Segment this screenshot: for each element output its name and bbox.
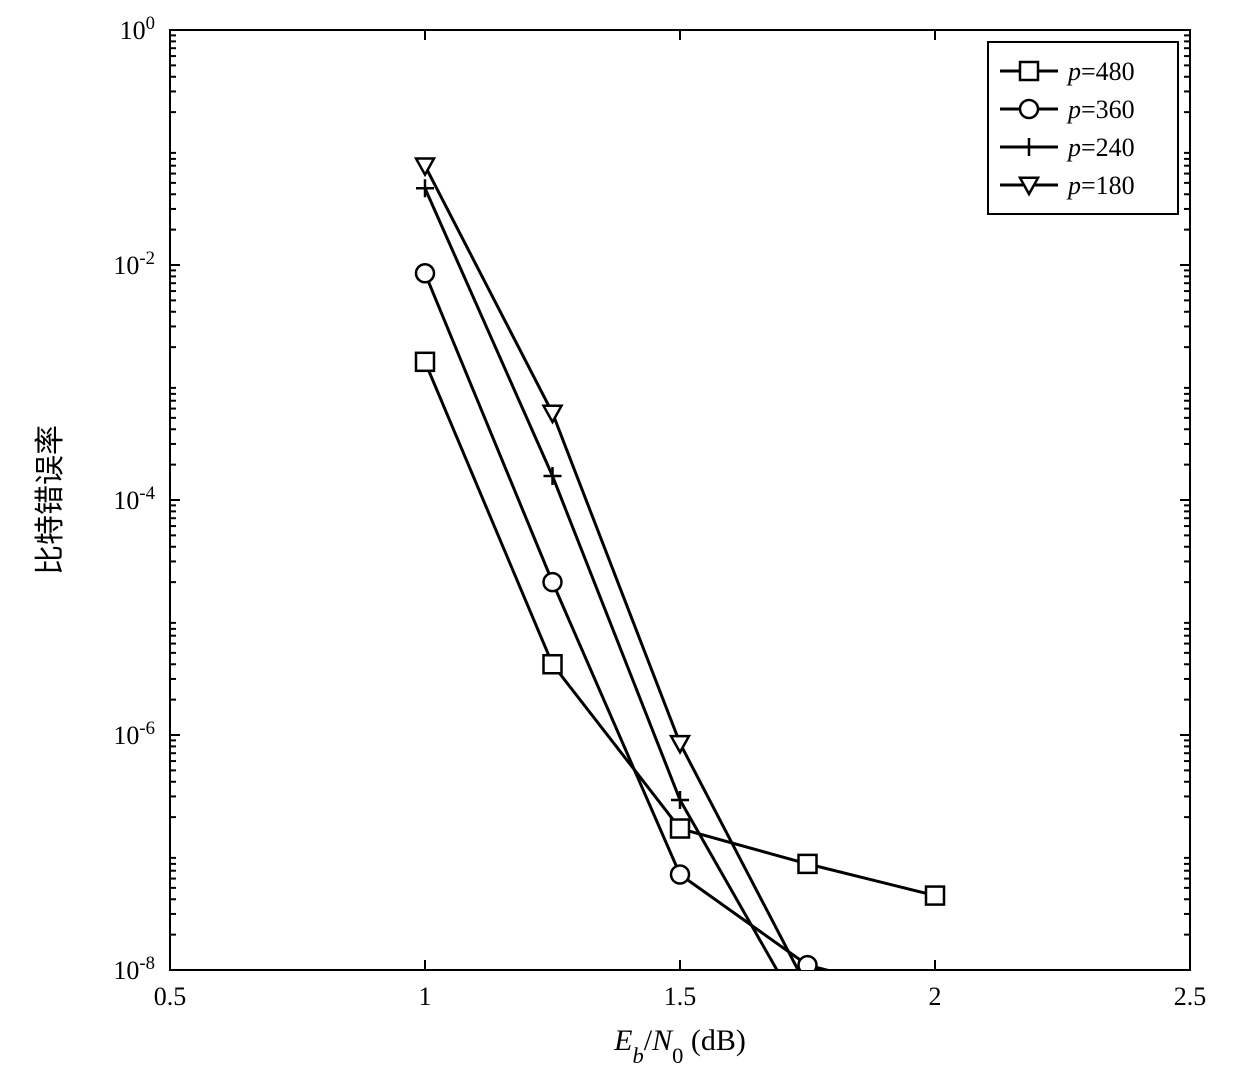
y-axis-label: 比特错误率: [34, 425, 67, 575]
legend-label: p=360: [1066, 95, 1135, 124]
x-tick-label: 2: [929, 982, 942, 1011]
x-tick-label: 1.5: [664, 982, 697, 1011]
legend-label: p=240: [1066, 133, 1135, 162]
ber-chart: 0.511.522.510-810-610-410-2100Eb/N0 (dB)…: [0, 0, 1239, 1068]
legend: p=480 p=360 p=240 p=180: [988, 42, 1178, 214]
legend-label: p=180: [1066, 171, 1135, 200]
x-tick-label: 2.5: [1174, 982, 1207, 1011]
x-tick-label: 1: [419, 982, 432, 1011]
x-tick-label: 0.5: [154, 982, 187, 1011]
legend-label: p=480: [1066, 57, 1135, 86]
